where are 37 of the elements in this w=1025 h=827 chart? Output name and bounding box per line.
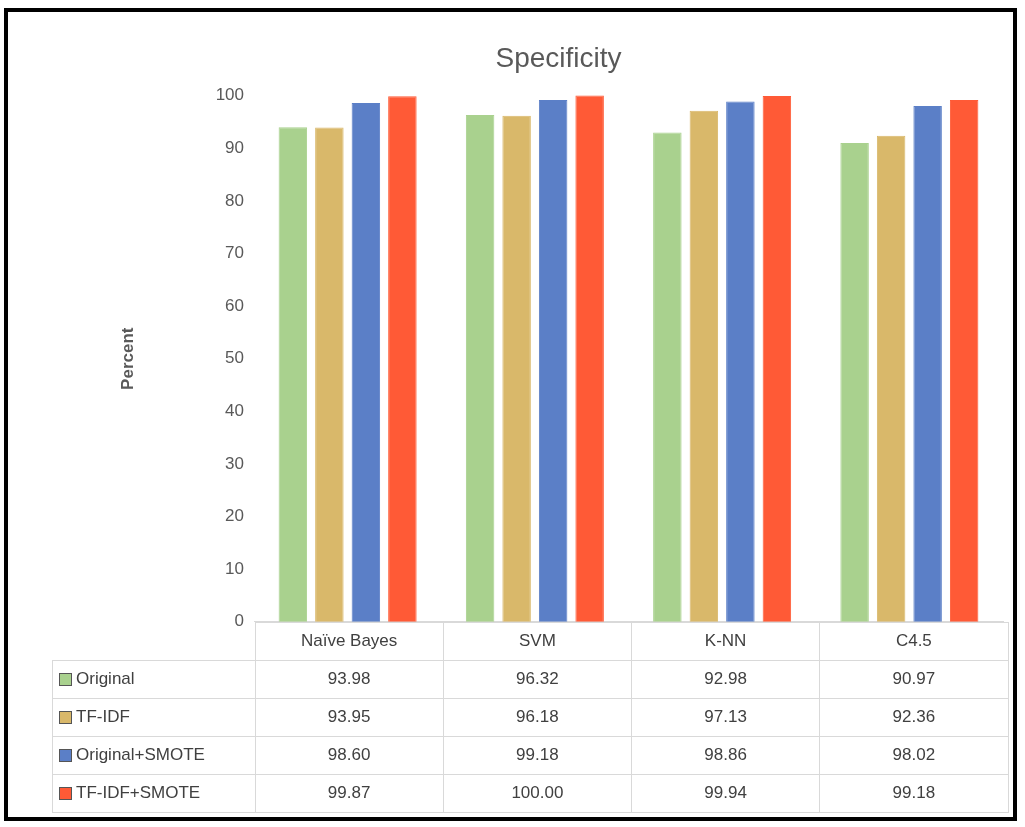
- data-label: 93.95: [255, 698, 444, 737]
- data-label: 96.32: [443, 660, 632, 699]
- legend-label: Original: [52, 660, 255, 699]
- data-label: 100.00: [443, 774, 632, 813]
- y-tick-label: 30: [225, 453, 244, 473]
- data-label: 99.18: [819, 774, 1008, 813]
- y-tick-label: 40: [225, 401, 244, 421]
- data-label: 99.94: [631, 774, 820, 813]
- y-tick-label: 60: [225, 295, 244, 315]
- data-label: 98.02: [819, 736, 1008, 775]
- y-tick-label: 90: [225, 137, 244, 157]
- y-tick-label: 10: [225, 558, 244, 578]
- data-label: 92.98: [631, 660, 820, 699]
- data-label: 99.18: [443, 736, 632, 775]
- y-axis-title: Percent: [117, 327, 137, 390]
- legend-label: TF-IDF: [52, 698, 255, 737]
- data-label: 97.13: [631, 698, 820, 737]
- x-tick-label: Naïve Bayes: [255, 622, 444, 661]
- legend-label: Original+SMOTE: [52, 736, 255, 775]
- data-label: 99.87: [255, 774, 444, 813]
- x-tick-label: K-NN: [631, 622, 820, 661]
- data-label: 90.97: [819, 660, 1008, 699]
- y-tick-label: 20: [225, 506, 244, 526]
- data-label: 98.86: [631, 736, 820, 775]
- legend-label: TF-IDF+SMOTE: [52, 774, 255, 813]
- data-label: 98.60: [255, 736, 444, 775]
- data-label: 93.98: [255, 660, 444, 699]
- data-label: 92.36: [819, 698, 1008, 737]
- y-tick-label: 70: [225, 243, 244, 263]
- y-tick-label: 0: [234, 611, 244, 631]
- data-label: 96.18: [443, 698, 632, 737]
- x-tick-label: C4.5: [819, 622, 1008, 661]
- y-tick-label: 50: [225, 348, 244, 368]
- chart-title: Specificity: [495, 41, 622, 73]
- x-tick-label: SVM: [443, 622, 632, 661]
- y-tick-label: 80: [225, 190, 244, 210]
- y-tick-label: 100: [215, 85, 244, 105]
